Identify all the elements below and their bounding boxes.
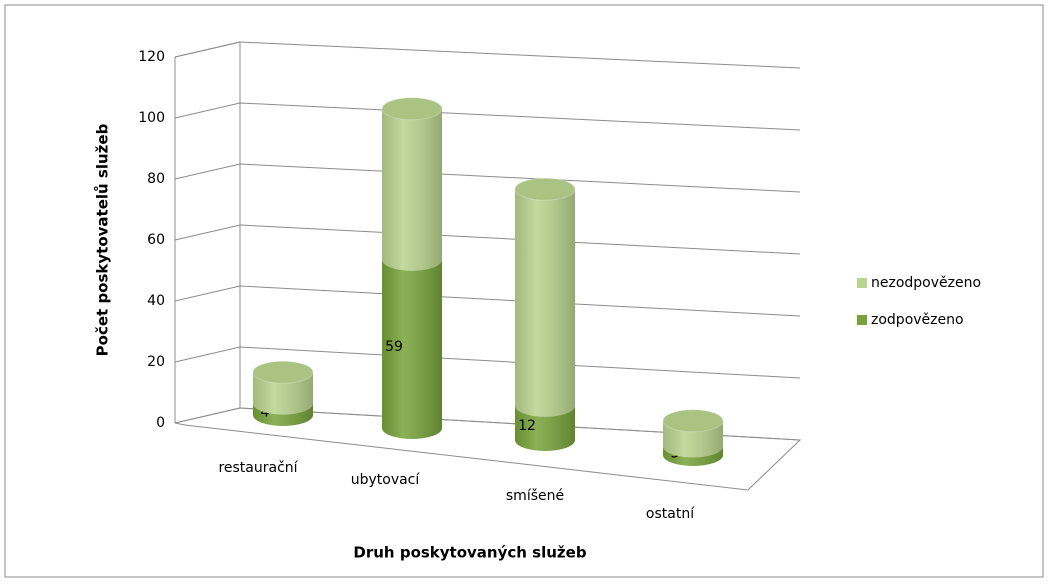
cylinder-top: [381, 97, 443, 121]
grid-line: [174, 163, 801, 193]
cylinder-shade: [515, 405, 575, 451]
y-axis-title: Počet poskytovatelů služeb: [94, 123, 112, 356]
x-tick-label: ubytovací: [351, 472, 421, 488]
y-tick-label: 80: [147, 171, 165, 187]
legend-swatch: [857, 278, 867, 288]
y-tick-label: 120: [138, 49, 165, 65]
x-tick-label: smíšené: [506, 488, 564, 504]
x-tick-label: restaurační: [218, 460, 298, 476]
grid-line: [174, 407, 801, 441]
cylinder-shade: [382, 259, 442, 439]
cylinder-shade: [382, 108, 442, 271]
y-tick-label: 20: [147, 354, 165, 370]
grid-line: [174, 224, 801, 255]
x-axis-title: Druh poskytovaných služeb: [353, 544, 586, 562]
y-tick-label: 40: [147, 293, 165, 309]
data-label: 59: [385, 339, 403, 355]
cylinder-top: [252, 360, 314, 384]
x-tick-label: ostatní: [646, 506, 695, 522]
cylinder-shade: [515, 189, 575, 417]
y-tick-label: 100: [138, 110, 165, 126]
cylinder-top: [514, 177, 576, 201]
grid-line: [174, 285, 801, 317]
y-tick-label: 60: [147, 232, 165, 248]
data-label: 12: [518, 418, 536, 434]
grid-line: [174, 102, 801, 131]
legend-label: zodpovězeno: [871, 312, 964, 328]
cylinder-top: [662, 409, 724, 433]
grid-line: [174, 41, 801, 69]
cylinder-shade: [253, 372, 313, 415]
y-tick-label: 0: [156, 415, 165, 431]
legend-label: nezodpovězeno: [871, 275, 981, 291]
legend-swatch: [857, 315, 867, 325]
grid-line: [174, 346, 801, 379]
